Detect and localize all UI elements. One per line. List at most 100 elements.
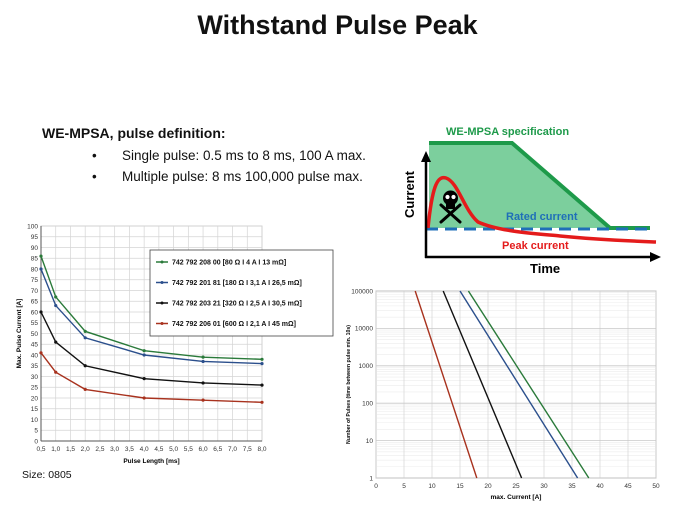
x-tick-label: 0,5 [36, 446, 45, 453]
data-point [83, 336, 87, 340]
x-tick-label: 5 [402, 483, 406, 490]
y-tick-label: 100000 [351, 288, 373, 295]
x-tick-label: 4,0 [140, 446, 149, 453]
peak-current-label: Peak current [502, 240, 569, 252]
data-point [142, 349, 146, 353]
x-tick-label: 3,5 [125, 446, 134, 453]
data-point [54, 303, 58, 308]
x-tick-label: 45 [624, 483, 632, 490]
y-tick-label: 5 [34, 428, 38, 435]
x-axis-label: Pulse Length [ms] [123, 458, 179, 465]
peak-current-curve [426, 175, 657, 244]
x-tick-label: 10 [428, 483, 436, 490]
series-line [40, 311, 263, 386]
y-tick-label: 85 [31, 256, 39, 263]
x-tick-label: 15 [456, 483, 464, 490]
y-tick-label: 60 [31, 309, 39, 316]
x-tick-label: 3,0 [110, 446, 119, 453]
x-tick-label: 30 [540, 483, 548, 490]
y-tick-label: 10 [31, 417, 39, 424]
bullet-text: Single pulse: 0.5 ms to 8 ms, 100 A max. [122, 148, 366, 163]
y-tick-label: 25 [31, 385, 39, 392]
legend-label: 742 792 206 01 [600 Ω I 2,1 A I 45 mΩ] [172, 321, 296, 328]
legend-marker [160, 301, 164, 305]
y-tick-label: 20 [31, 395, 39, 402]
legend-label: 742 792 208 00 [80 Ω I 4 A I 13 mΩ] [172, 259, 286, 266]
y-tick-label: 15 [31, 406, 39, 413]
legend-label: 742 792 201 81 [180 Ω I 3,1 A I 26,5 mΩ] [172, 280, 302, 287]
x-axis-arrow-icon [650, 252, 661, 262]
data-point [260, 357, 264, 361]
y-tick-label: 40 [31, 352, 39, 359]
data-point [39, 310, 43, 314]
x-tick-label: 6,5 [213, 446, 222, 453]
x-tick-label: 5,5 [184, 446, 193, 453]
x-tick-label: 0 [374, 483, 378, 490]
legend-marker [160, 322, 164, 325]
x-tick-label: 50 [652, 483, 660, 490]
x-tick-label: 4,5 [154, 446, 163, 453]
x-tick-label: 7,0 [228, 446, 237, 453]
y-axis-label: Number of Pulses (time between pulse min… [346, 325, 352, 444]
y-tick-label: 45 [31, 342, 39, 349]
bullet-item: • Single pulse: 0.5 ms to 8 ms, 100 A max… [92, 145, 366, 166]
legend-label: 742 792 203 21 [320 Ω I 2,5 A I 30,5 mΩ] [172, 300, 302, 307]
y-tick-label: 50 [31, 331, 39, 338]
x-tick-label: 8,0 [257, 446, 266, 453]
data-point [39, 267, 43, 271]
skull-crossbones-icon [439, 190, 462, 224]
x-tick-label: 2,0 [81, 446, 90, 453]
y-axis-label: Max. Pulse Current [A] [16, 299, 23, 369]
x-tick-label: 35 [568, 483, 576, 490]
data-point [54, 295, 58, 299]
plot-area [40, 225, 263, 442]
x-tick-label: 5,0 [169, 446, 178, 453]
data-point [201, 355, 205, 359]
bullet-text: Multiple pulse: 8 ms 100,000 pulse max. [122, 169, 363, 184]
data-point [201, 398, 205, 402]
bullet-item: • Multiple pulse: 8 ms 100,000 pulse max. [92, 166, 366, 187]
y-tick-label: 55 [31, 320, 39, 327]
spec-line [429, 141, 650, 230]
data-point [260, 362, 264, 366]
pulse-definition-heading: WE-MPSA, pulse definition: [42, 125, 226, 141]
legend-marker [160, 260, 164, 264]
x-tick-label: 6,0 [199, 446, 208, 453]
data-point [142, 377, 146, 381]
data-point [39, 351, 43, 355]
data-point [83, 387, 87, 391]
rated-current-label: Rated current [506, 211, 578, 223]
y-tick-label: 10000 [355, 326, 373, 333]
series-line [442, 290, 523, 479]
slide-title: Withstand Pulse Peak [197, 10, 478, 40]
y-tick-label: 0 [34, 438, 38, 445]
data-point [201, 359, 205, 364]
series-line [459, 290, 579, 479]
series-line [414, 290, 478, 479]
x-axis-label: max. Current [A] [491, 494, 542, 501]
series-line [40, 255, 263, 360]
data-point [201, 381, 205, 385]
data-point [142, 353, 146, 357]
y-tick-label: 10 [366, 438, 374, 445]
data-point [260, 383, 264, 387]
y-tick-label: 70 [31, 288, 39, 295]
y-axis-label: Current [402, 170, 417, 218]
series-line [40, 352, 263, 403]
bullet-dot-icon: • [92, 148, 97, 163]
y-tick-label: 75 [31, 277, 39, 284]
y-tick-label: 1000 [359, 363, 374, 370]
x-tick-label: 7,5 [243, 446, 252, 453]
series-line [40, 268, 263, 365]
y-tick-label: 65 [31, 299, 39, 306]
y-tick-label: 1 [369, 475, 373, 482]
pulse-definition-list: • Single pulse: 0.5 ms to 8 ms, 100 A max… [92, 145, 366, 187]
legend-marker [160, 281, 164, 284]
y-tick-label: 35 [31, 363, 39, 370]
spec-label: WE-MPSA specification [446, 126, 569, 138]
y-tick-label: 95 [31, 234, 39, 241]
data-point [54, 340, 58, 344]
size-note: Size: 0805 [22, 469, 72, 481]
